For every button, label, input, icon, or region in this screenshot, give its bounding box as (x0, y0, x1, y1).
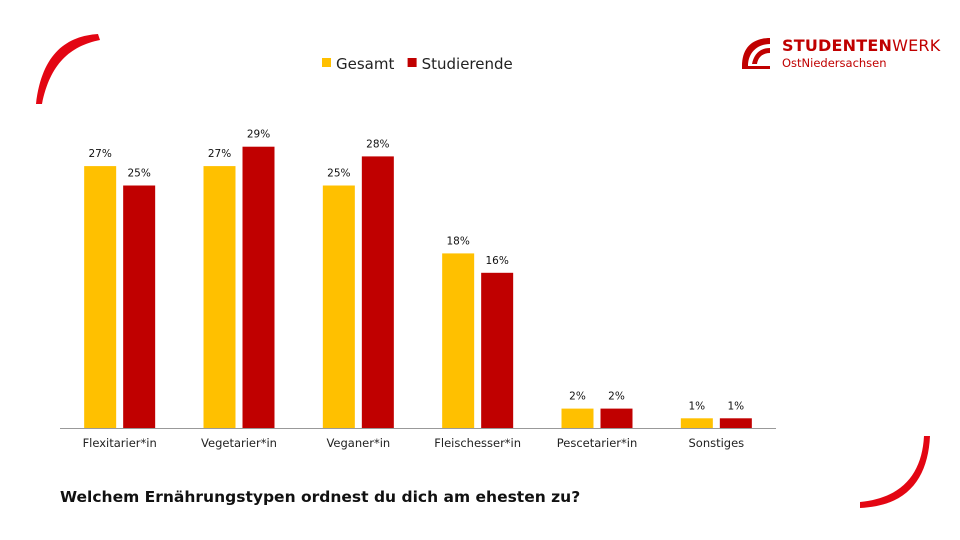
bar-studierende-6 (719, 418, 752, 428)
bar-studierende-2 (242, 146, 275, 428)
data-label-gesamt-2: 27% (208, 148, 231, 160)
bar-studierende-3 (361, 156, 394, 428)
bar-studierende-1 (123, 185, 156, 428)
category-label-5: Pescetarier*in (557, 436, 638, 450)
bar-gesamt-3 (322, 185, 355, 428)
category-label-2: Vegetarier*in (201, 436, 277, 450)
data-label-studierende-4: 16% (485, 255, 508, 267)
bar-gesamt-6 (680, 418, 713, 428)
data-label-gesamt-6: 1% (688, 400, 705, 412)
logo-name-bold: STUDENTEN (782, 36, 893, 55)
bar-gesamt-4 (442, 253, 475, 428)
logo-name-light: WERK (892, 36, 941, 55)
category-label-6: Sonstiges (688, 436, 744, 450)
data-label-gesamt-4: 18% (446, 235, 469, 247)
logo-name: STUDENTENWERK (782, 36, 940, 55)
category-label-4: Fleischesser*in (434, 436, 521, 450)
bar-gesamt-2 (203, 166, 236, 428)
data-label-studierende-1: 25% (127, 168, 150, 180)
data-label-studierende-5: 2% (608, 391, 625, 403)
survey-question: Welchem Ernährungstypen ordnest du dich … (60, 488, 581, 506)
category-label-3: Veganer*in (326, 436, 390, 450)
data-label-studierende-6: 1% (727, 400, 744, 412)
data-label-gesamt-1: 27% (88, 148, 111, 160)
data-label-studierende-3: 28% (366, 138, 389, 150)
legend-swatch-1 (322, 58, 331, 67)
logo-mark-icon (742, 38, 770, 69)
bar-studierende-5 (600, 408, 633, 428)
legend-swatch-2 (407, 58, 417, 67)
data-label-gesamt-5: 2% (569, 391, 586, 403)
corner-arc-bottom-right (860, 436, 930, 508)
corner-arc-top-left (36, 34, 100, 104)
legend-label-2: Studierende (422, 55, 513, 73)
category-label-1: Flexitarier*in (83, 436, 157, 450)
data-label-gesamt-3: 25% (327, 168, 350, 180)
logo-subtitle: OstNiedersachsen (782, 56, 887, 70)
bar-studierende-4 (481, 272, 514, 428)
legend-label-1: Gesamt (336, 55, 394, 73)
bar-gesamt-5 (561, 408, 594, 428)
data-label-studierende-2: 29% (247, 129, 270, 141)
bar-gesamt-1 (84, 166, 117, 428)
studentenwerk-logo: STUDENTENWERK OstNiedersachsen (738, 32, 940, 72)
